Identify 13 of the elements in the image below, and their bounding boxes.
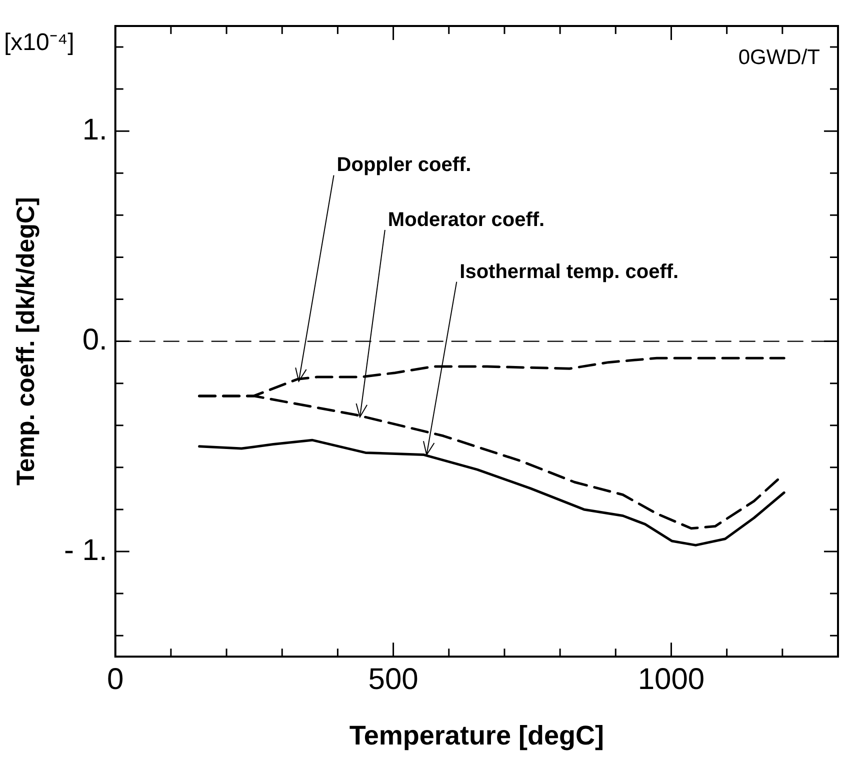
- x-axis-title: Temperature [degC]: [349, 720, 604, 750]
- annotation: Doppler coeff.: [336, 154, 472, 176]
- x-tick-label: 1000: [638, 662, 705, 696]
- annotation: Moderator coeff.: [388, 208, 545, 231]
- x-tick-label: 500: [368, 662, 418, 696]
- annotation: 0GWD/T: [738, 46, 820, 69]
- y-tick-label: 0.: [82, 324, 108, 357]
- y-tick-label: 1.: [82, 113, 108, 146]
- y-axis-title: Temp. coeff. [dk/k/degC]: [12, 197, 40, 486]
- x-tick-label: 0: [107, 662, 124, 696]
- text: [x10⁻⁴]: [4, 29, 74, 56]
- annotation: Isothermal temp. coeff.: [460, 260, 679, 283]
- y-tick-label: - 1.: [64, 534, 108, 567]
